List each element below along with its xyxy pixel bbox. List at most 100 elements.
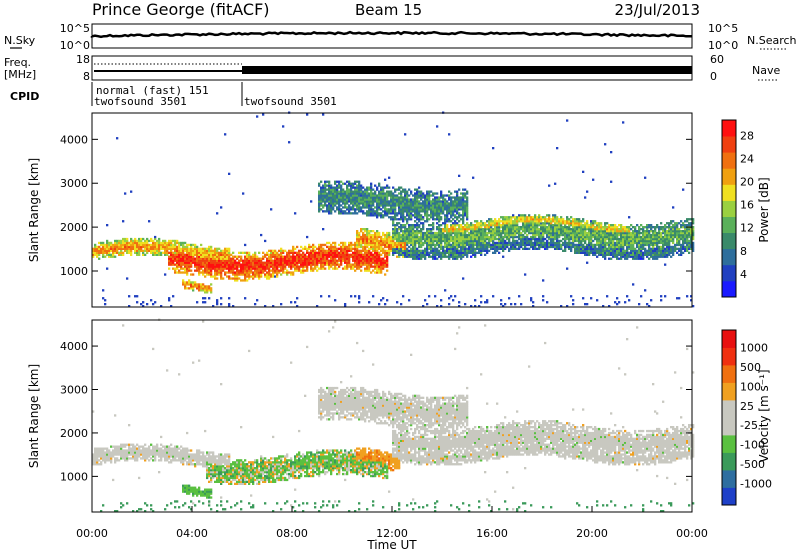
range-gate-cell: [178, 246, 180, 248]
range-gate-cell: [612, 242, 614, 244]
range-gate-cell: [606, 248, 608, 250]
range-gate-cell: [610, 258, 612, 260]
range-gate-cell: [360, 258, 362, 260]
range-gate-cell: [334, 244, 336, 246]
range-gate-cell: [444, 242, 446, 244]
range-gate-cell: [460, 204, 462, 206]
range-gate-cell: [626, 230, 628, 232]
range-gate-cell: [424, 252, 426, 254]
range-gate-cell: [410, 210, 412, 212]
range-gate-cell: [570, 236, 572, 238]
range-gate-cell: [214, 252, 216, 254]
range-gate-cell: [106, 244, 108, 246]
range-gate-cell: [542, 244, 544, 246]
range-gate-cell: [448, 250, 450, 252]
range-gate-cell: [174, 252, 176, 254]
range-gate-cell: [436, 204, 438, 206]
range-gate-cell: [448, 230, 450, 232]
range-gate-cell: [332, 194, 334, 196]
range-gate-cell: [134, 246, 136, 248]
range-gate-cell: [252, 275, 254, 277]
range-gate-cell: [590, 228, 592, 230]
range-gate-cell: [182, 252, 184, 254]
range-gate-cell: [452, 226, 454, 228]
range-gate-cell: [642, 230, 644, 232]
range-gate-cell: [424, 242, 426, 244]
range-gate-cell: [204, 250, 206, 252]
range-gate-cell: [642, 242, 644, 244]
range-gate-cell: [488, 222, 490, 224]
range-gate-cell: [452, 196, 454, 198]
range-gate-cell: [466, 230, 468, 232]
range-gate-cell: [516, 216, 518, 218]
range-gate-cell: [330, 212, 332, 214]
range-gate-cell: [436, 196, 438, 198]
range-gate-cell: [346, 268, 348, 270]
range-gate-cell: [334, 252, 336, 254]
range-gate-cell: [202, 273, 204, 275]
range-gate-cell: [560, 244, 562, 246]
range-gate-cell: [242, 279, 244, 281]
range-gate-cell: [370, 183, 372, 185]
range-gate-cell: [230, 266, 232, 268]
range-gate-cell: [496, 238, 498, 240]
range-gate-cell: [340, 258, 342, 260]
range-gate-cell: [610, 238, 612, 240]
range-gate-cell: [390, 238, 392, 240]
range-gate-cell: [516, 218, 518, 220]
range-gate-cell: [546, 301, 548, 303]
range-gate-cell: [452, 218, 454, 220]
range-gate-cell: [138, 238, 140, 240]
range-gate-cell: [112, 254, 114, 256]
range-gate-cell: [506, 242, 508, 244]
range-gate-cell: [200, 244, 202, 246]
range-gate-cell: [466, 202, 468, 204]
range-gate-cell: [162, 246, 164, 248]
range-gate-cell: [188, 281, 190, 283]
range-gate-cell: [630, 234, 632, 236]
range-gate-cell: [390, 250, 392, 252]
range-gate-cell: [316, 254, 318, 256]
range-gate-cell: [468, 228, 470, 230]
range-gate-cell: [192, 258, 194, 260]
date-title: 23/Jul/2013: [615, 1, 700, 19]
range-gate-cell: [576, 236, 578, 238]
range-gate-cell: [340, 260, 342, 262]
range-gate-cell: [612, 230, 614, 232]
range-gate-cell: [330, 254, 332, 256]
range-gate-cell: [500, 246, 502, 248]
range-gate-cell: [398, 198, 400, 200]
range-gate-cell: [442, 198, 444, 200]
range-gate-cell: [582, 224, 584, 226]
range-gate-cell: [350, 194, 352, 196]
range-gate-cell: [380, 242, 382, 244]
range-gate-cell: [352, 254, 354, 256]
range-gate-cell: [196, 283, 198, 285]
range-gate-cell: [250, 266, 252, 268]
range-gate-cell: [384, 244, 386, 246]
range-gate-cell: [502, 238, 504, 240]
range-gate-cell: [422, 206, 424, 208]
range-gate-cell: [192, 285, 194, 287]
range-gate-cell: [222, 258, 224, 260]
range-gate-cell: [344, 266, 346, 268]
freq-label-line2: [MHz]: [4, 68, 36, 81]
range-gate-cell: [576, 238, 578, 240]
range-gate-cell: [480, 242, 482, 244]
range-gate-cell: [272, 273, 274, 275]
range-gate-cell: [468, 242, 470, 244]
range-gate-cell: [374, 252, 376, 254]
range-gate-cell: [308, 252, 310, 254]
range-gate-cell: [432, 238, 434, 240]
range-gate-cell: [450, 224, 452, 226]
range-gate-cell: [570, 234, 572, 236]
range-gate-cell: [376, 270, 378, 272]
range-gate-cell: [412, 254, 414, 256]
range-gate-cell: [276, 268, 278, 270]
range-gate-cell: [342, 250, 344, 252]
range-gate-cell: [384, 273, 386, 275]
range-gate-cell: [444, 214, 446, 216]
range-gate-cell: [186, 262, 188, 264]
range-gate-cell: [212, 258, 214, 260]
range-gate-cell: [260, 266, 262, 268]
